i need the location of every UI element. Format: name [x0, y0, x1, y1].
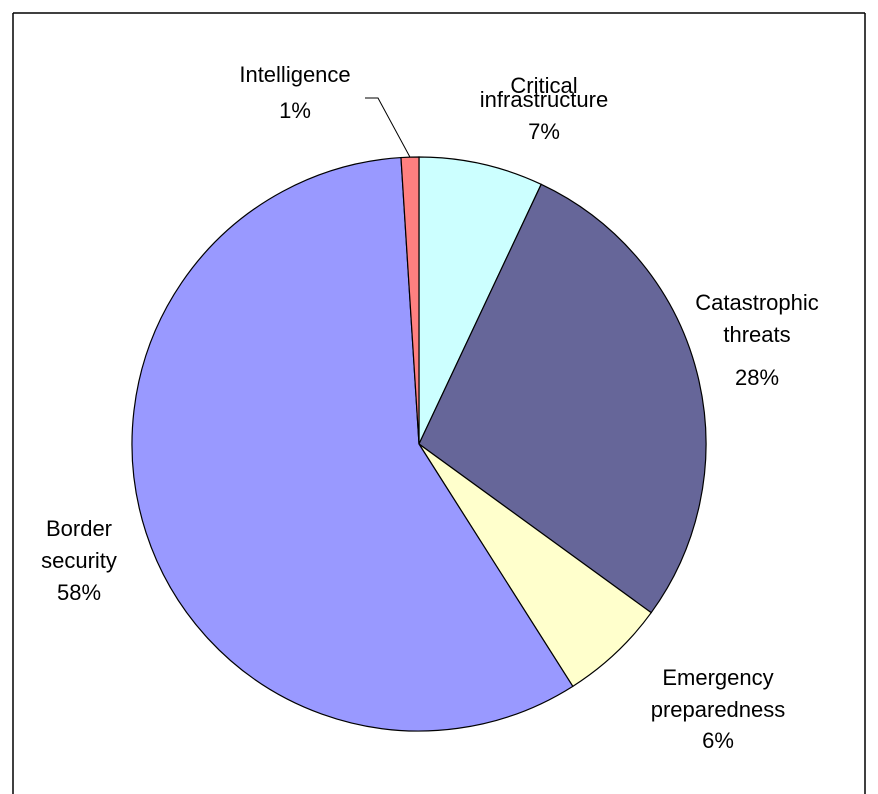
- label-line: infrastructure: [480, 87, 608, 112]
- pie-slices: [131, 156, 707, 732]
- slice-critical-infrastructure: [418, 156, 542, 445]
- label-catastrophic-threats: Catastrophic threats 28%: [695, 290, 819, 390]
- slice-catastrophic-threats: [418, 183, 707, 614]
- label-leaders: [365, 97, 411, 158]
- label-line: 6%: [702, 728, 734, 753]
- label-line: Intelligence: [239, 62, 350, 87]
- label-line: Emergency: [662, 665, 773, 690]
- label-line: Border: [46, 516, 112, 541]
- label-line: 7%: [528, 119, 560, 144]
- leader-intelligence: [365, 97, 411, 158]
- label-intelligence: Intelligence 1%: [239, 62, 350, 123]
- label-line: preparedness: [651, 697, 786, 722]
- label-line: 1%: [279, 98, 311, 123]
- label-critical-infrastructure: Critical infrastructure 7%: [480, 73, 608, 144]
- label-line: security: [41, 548, 117, 573]
- label-line: 58%: [57, 580, 101, 605]
- label-line: Catastrophic: [695, 290, 819, 315]
- label-line: threats: [723, 322, 790, 347]
- label-border-security: Border security 58%: [41, 516, 117, 605]
- label-line: Critical: [510, 73, 577, 98]
- slice-labels: Critical infrastructure 7% Catastrophic thre…: [41, 62, 819, 753]
- slice-border-security: [131, 156, 574, 732]
- label-line: 28%: [735, 365, 779, 390]
- label-emergency-preparedness: Emergency preparedness 6%: [651, 665, 786, 753]
